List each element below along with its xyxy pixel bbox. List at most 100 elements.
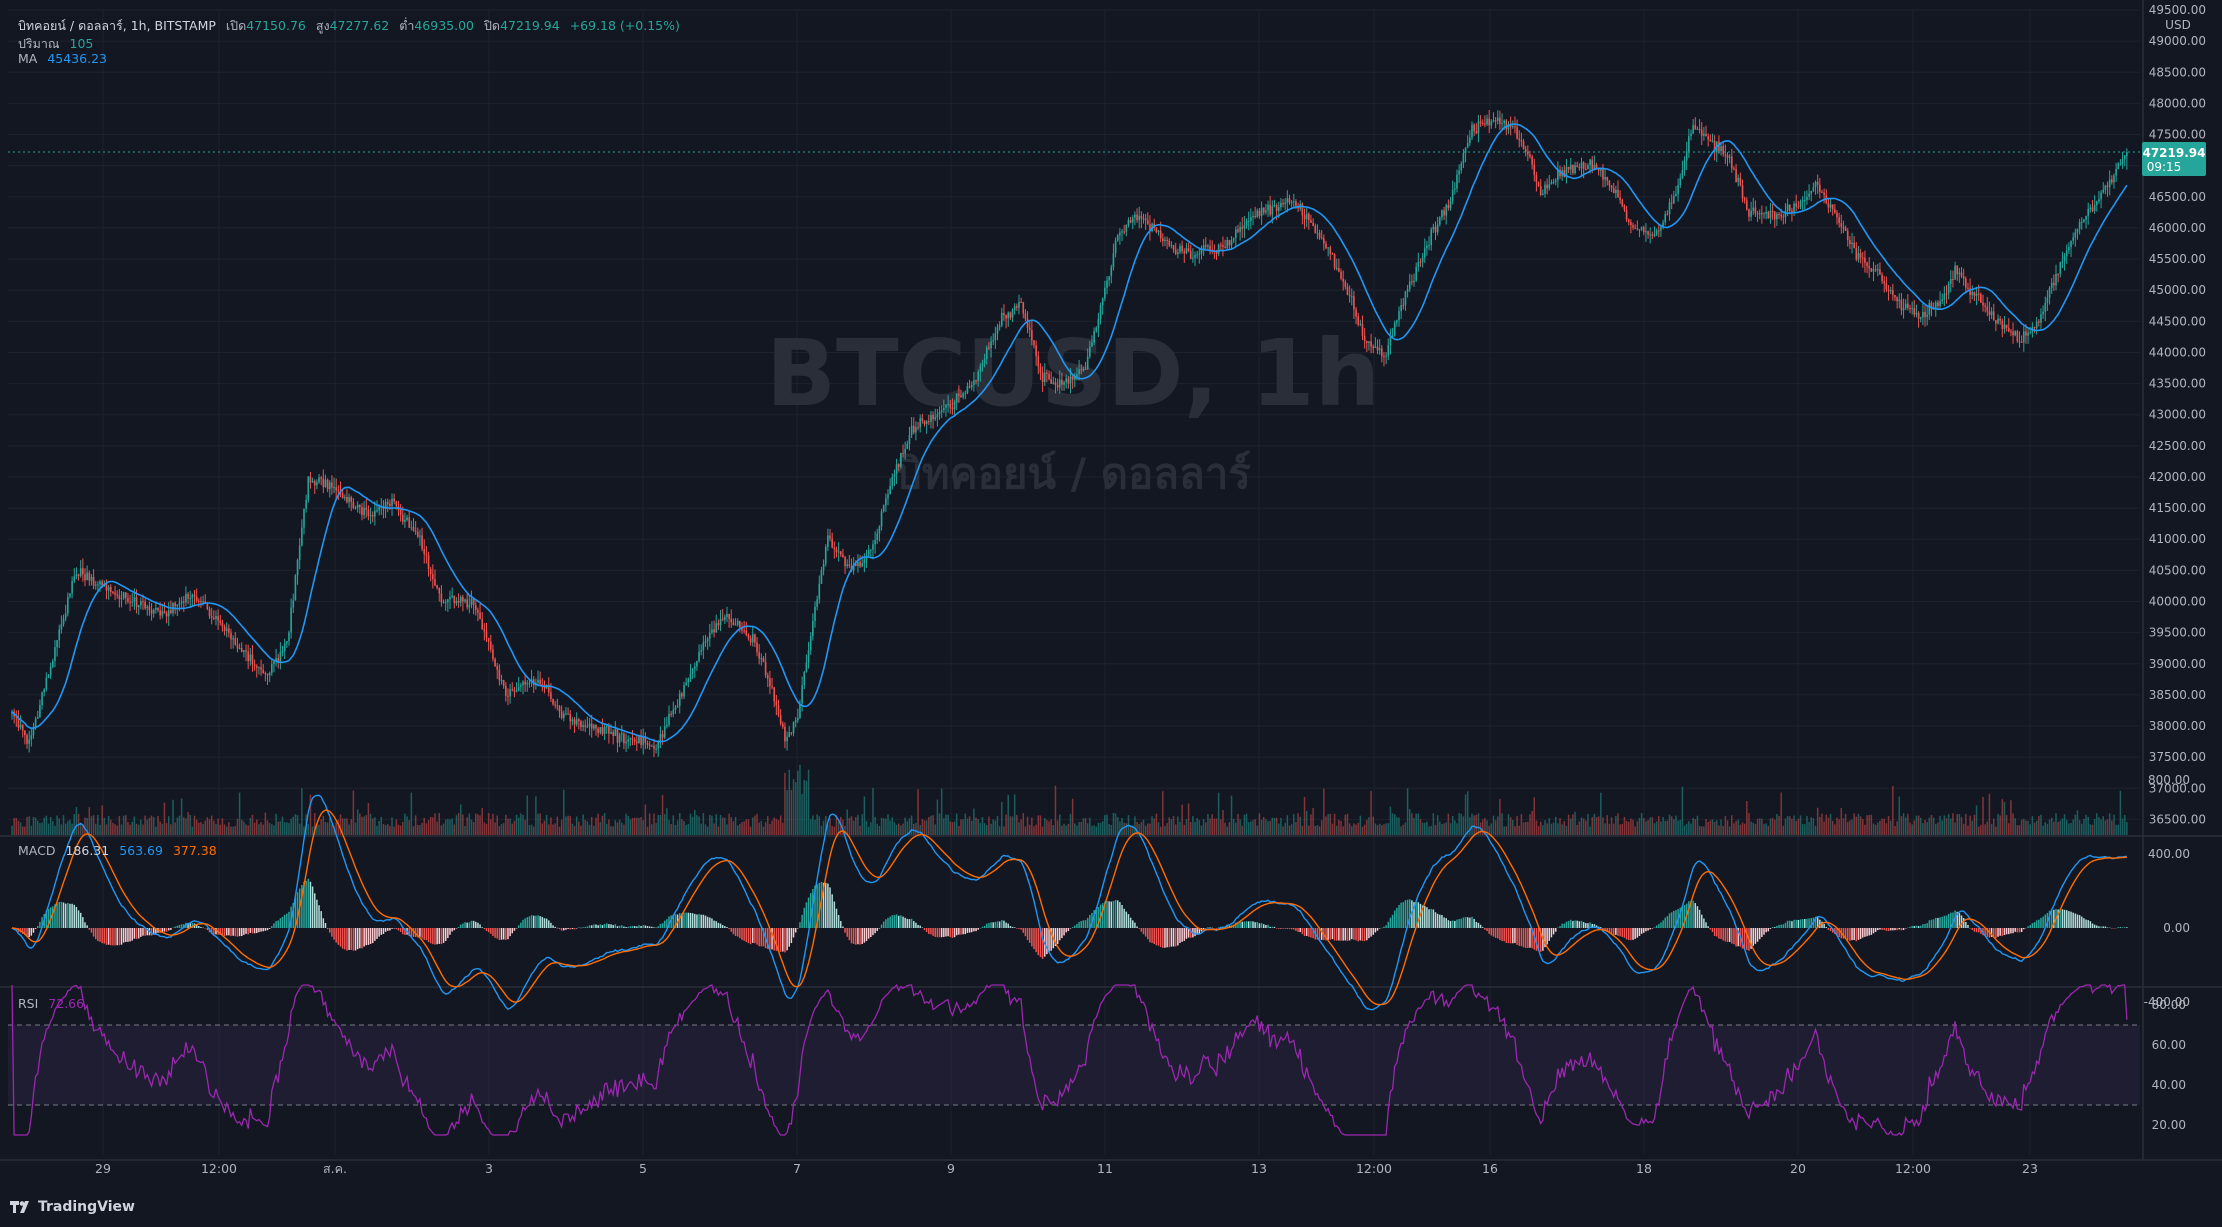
macd-hist-bar [1303, 928, 1306, 937]
macd-hist-bar [1460, 918, 1463, 928]
rsi-pane[interactable] [8, 983, 2140, 1136]
candle-body [1602, 168, 1604, 180]
macd-hist-bar [1007, 923, 1009, 928]
candle-body [921, 418, 924, 421]
candle-body [659, 734, 662, 742]
candle-body [421, 535, 423, 550]
candle-body [1849, 240, 1851, 245]
volume-bar [1793, 815, 1795, 835]
time-axis[interactable]: 29 12:00 ส.ค. 3 5 7 9 11 13 12:00 16 18 20 12:00 23 [95, 1161, 2038, 1176]
macd-hist-bar [1587, 923, 1589, 928]
candle-body [1668, 202, 1671, 215]
volume-bar [2078, 820, 2081, 835]
volume-bar [1707, 821, 1709, 835]
macd-hist-bar [187, 922, 189, 928]
volume-bar [1728, 826, 1731, 835]
tradingview-logo[interactable]: TradingView [10, 1199, 135, 1215]
macd-hist-bar [891, 915, 894, 928]
candle-body [238, 648, 241, 650]
macd-hist-bar [311, 886, 314, 928]
candle-body [2121, 159, 2124, 164]
candle-body [367, 509, 370, 516]
macd-pane[interactable] [11, 794, 2128, 1011]
candle-body [157, 607, 159, 611]
candle-body [142, 601, 144, 603]
volume-bar [1713, 821, 1716, 835]
macd-hist-bar [917, 924, 919, 928]
volume-bar [958, 825, 960, 835]
volume-bar [1904, 817, 1907, 835]
macd-hist-bar [1404, 900, 1407, 928]
macd-hist-bar [1797, 919, 1800, 928]
candle-body [1187, 248, 1190, 252]
candle-body [112, 591, 114, 593]
candle-body [294, 575, 297, 601]
candle-body [2068, 247, 2070, 251]
symbol-legend[interactable]: บิทคอยน์ / ดอลลาร์, 1h, BITSTAMP เปิด471… [18, 16, 686, 36]
candle-body [947, 404, 949, 406]
candle-body [1370, 341, 1372, 347]
candle-body [1748, 209, 1750, 217]
candle-body [870, 549, 872, 551]
volume-bar [1883, 818, 1885, 835]
macd-hist-bar [2061, 909, 2064, 928]
macd-hist-bar [249, 928, 252, 933]
candle-body [1763, 213, 1765, 215]
macd-hist-bar [2100, 926, 2102, 928]
candle-body [2059, 262, 2062, 274]
candle-body [1217, 244, 1220, 254]
candle-body [2010, 331, 2012, 333]
candle-body [1398, 311, 1400, 321]
macd-hist-bar [829, 887, 831, 928]
ma-legend[interactable]: MA 45436.23 [18, 51, 113, 66]
macd-hist-bar [670, 915, 672, 928]
macd-hist-bar [762, 928, 765, 947]
volume-bar [554, 823, 556, 835]
volume-bar [1050, 819, 1052, 835]
candle-body [590, 723, 593, 729]
macd-legend[interactable]: MACD 186.31 563.69 377.38 [18, 843, 223, 858]
volume-bar [496, 815, 498, 835]
macd-hist-bar [837, 914, 840, 928]
candles[interactable] [11, 109, 2128, 758]
macd-hist-bar [833, 901, 836, 928]
candle-body [1050, 379, 1052, 384]
candle-body [1952, 279, 1954, 281]
macd-hist-bar [1217, 927, 1220, 928]
candle-body [470, 598, 473, 605]
symbol-title[interactable]: บิทคอยน์ / ดอลลาร์, 1h, BITSTAMP [18, 18, 216, 33]
candle-body [416, 531, 419, 537]
rsi-legend[interactable]: RSI 72.66 [18, 996, 90, 1011]
volume-legend[interactable]: ปริมาณ 105 [18, 34, 99, 54]
volume-bar [586, 821, 589, 835]
candle-body [962, 393, 964, 398]
candle-body [2080, 221, 2083, 223]
volume-bar [601, 815, 604, 835]
price-axis[interactable]: 36500.0037000.0037500.0038000.0038500.00… [2149, 3, 2206, 826]
candle-body [1685, 151, 1688, 161]
candle-body [1872, 269, 1875, 272]
volume-bar [1531, 810, 1533, 835]
candle-body [1230, 240, 1233, 246]
macd-hist-bar [1668, 913, 1671, 928]
candle-body [2100, 192, 2102, 200]
macd-hist-bar [1758, 928, 1761, 940]
candle-body [1967, 287, 1969, 289]
candle-body [1290, 202, 1293, 204]
macd-hist-bar [2003, 928, 2006, 936]
volume-bar [1932, 817, 1935, 835]
macd-hist-bar [1067, 928, 1070, 932]
macd-hist-bar [1134, 922, 1136, 928]
macd-hist-bar [1956, 911, 1958, 928]
volume-bar [1372, 816, 1374, 835]
volume-bar [1473, 815, 1475, 835]
candle-body [2113, 175, 2115, 183]
volume-bar [494, 822, 496, 835]
volume-bar [331, 823, 333, 835]
macd-hist-bar [1756, 928, 1759, 942]
candle-body [1505, 120, 1508, 130]
